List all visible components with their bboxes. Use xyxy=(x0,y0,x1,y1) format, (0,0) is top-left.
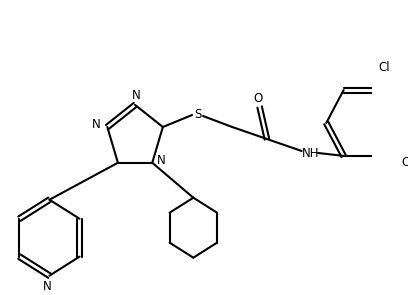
Text: Cl: Cl xyxy=(378,61,390,74)
Text: N: N xyxy=(92,117,101,130)
Text: S: S xyxy=(194,107,201,121)
Text: N: N xyxy=(132,89,140,102)
Text: N: N xyxy=(157,154,166,167)
Text: O: O xyxy=(253,91,262,104)
Text: N: N xyxy=(43,280,52,293)
Text: NH: NH xyxy=(302,148,319,160)
Text: Cl: Cl xyxy=(401,156,408,169)
